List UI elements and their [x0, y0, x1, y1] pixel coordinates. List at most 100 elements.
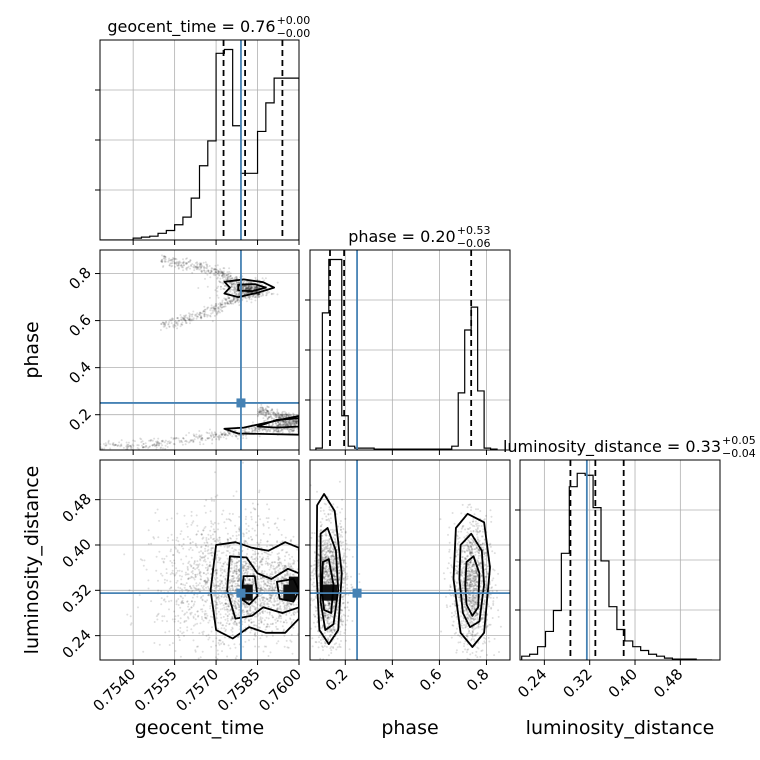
scatter-point — [156, 440, 159, 443]
scatter-point — [279, 423, 281, 425]
scatter-point — [229, 647, 232, 650]
scatter-point — [257, 583, 260, 586]
scatter-point — [290, 565, 293, 568]
scatter-point — [227, 518, 230, 521]
scatter-point — [243, 567, 246, 570]
scatter-point — [164, 255, 167, 258]
scatter-point — [254, 608, 257, 611]
scatter-point — [289, 413, 292, 416]
scatter-point — [222, 596, 225, 599]
scatter-point — [162, 257, 165, 260]
scatter-point — [209, 607, 212, 610]
scatter-point — [268, 593, 271, 596]
scatter-point — [265, 427, 268, 430]
scatter-point — [132, 444, 135, 447]
scatter-point — [126, 445, 129, 448]
scatter-point — [200, 595, 203, 598]
scatter-point — [193, 593, 196, 596]
scatter-point — [228, 432, 230, 435]
scatter-point — [254, 428, 256, 431]
scatter-point — [184, 315, 187, 318]
scatter-point — [193, 603, 196, 606]
scatter-point — [223, 431, 226, 434]
scatter-point — [257, 293, 260, 296]
scatter-point — [156, 442, 158, 445]
scatter-point — [210, 522, 213, 525]
scatter-point — [213, 521, 216, 524]
scatter-point — [285, 612, 288, 615]
scatter-point — [233, 290, 236, 293]
scatter-point — [326, 544, 329, 547]
scatter-point — [259, 637, 262, 640]
scatter-point — [213, 540, 216, 542]
scatter-point — [218, 437, 221, 440]
scatter-point — [264, 610, 267, 613]
scatter-point — [248, 296, 251, 299]
scatter-point — [190, 265, 193, 268]
scatter-point — [216, 597, 219, 600]
scatter-point — [267, 410, 270, 413]
scatter-point — [245, 291, 248, 294]
scatter-point — [201, 437, 204, 440]
scatter-point — [180, 530, 183, 533]
scatter-point — [160, 442, 162, 445]
scatter-point — [200, 584, 203, 587]
scatter-point — [194, 575, 197, 578]
scatter-point — [287, 564, 290, 567]
scatter-point — [246, 605, 249, 608]
scatter-point — [231, 561, 234, 564]
scatter-point — [199, 622, 202, 625]
scatter-point — [268, 587, 271, 590]
scatter-point — [292, 420, 295, 423]
scatter-point — [151, 439, 154, 442]
scatter-point — [261, 427, 264, 430]
scatter-point — [218, 307, 221, 310]
scatter-point — [152, 536, 155, 539]
scatter-point — [211, 311, 214, 314]
scatter-point — [100, 453, 102, 455]
scatter-point — [140, 438, 143, 441]
scatter-point — [238, 560, 241, 563]
scatter-point — [259, 604, 261, 607]
scatter-point — [219, 541, 222, 544]
scatter-point — [205, 544, 207, 547]
scatter-point — [264, 411, 267, 414]
scatter-point — [220, 616, 223, 619]
scatter-point — [186, 588, 189, 591]
scatter-point — [290, 423, 293, 426]
scatter-point — [288, 601, 290, 604]
scatter-point — [105, 444, 108, 447]
scatter-point — [213, 600, 216, 603]
scatter-point — [224, 594, 227, 597]
scatter-point — [210, 497, 213, 500]
scatter-point — [270, 583, 273, 586]
scatter-point — [221, 272, 224, 275]
scatter-point — [300, 579, 302, 581]
scatter-point — [229, 585, 232, 588]
scatter-point — [271, 423, 274, 426]
scatter-point — [184, 588, 187, 591]
scatter-point — [235, 434, 238, 437]
scatter-point — [249, 609, 251, 612]
scatter-point — [231, 600, 234, 603]
scatter-point — [158, 550, 161, 553]
scatter-point — [290, 640, 293, 643]
scatter-point — [292, 626, 295, 629]
scatter-point — [224, 284, 227, 287]
scatter-point — [289, 618, 292, 621]
scatter-point — [234, 605, 237, 608]
scatter-point — [174, 257, 177, 260]
scatter-point — [194, 613, 197, 616]
scatter-point — [168, 257, 171, 260]
scatter-point — [245, 569, 247, 572]
scatter-panel-geocent_time-phase — [95, 249, 300, 455]
scatter-point — [227, 663, 229, 665]
scatter-point — [130, 446, 133, 449]
scatter-point — [229, 431, 232, 434]
scatter-point — [292, 612, 295, 614]
scatter-point — [221, 303, 223, 306]
scatter-point — [221, 434, 224, 437]
scatter-point — [224, 595, 226, 598]
scatter-point — [216, 276, 219, 279]
scatter-point — [277, 421, 280, 424]
